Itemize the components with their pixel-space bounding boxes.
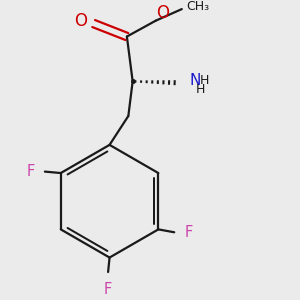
Text: H: H [196, 82, 205, 96]
Text: O: O [157, 4, 169, 22]
Text: O: O [74, 12, 87, 30]
Text: F: F [104, 282, 112, 297]
Text: CH₃: CH₃ [186, 0, 209, 13]
Text: F: F [184, 225, 193, 240]
Text: N: N [190, 73, 201, 88]
Text: F: F [26, 164, 35, 178]
Text: H: H [199, 74, 209, 87]
